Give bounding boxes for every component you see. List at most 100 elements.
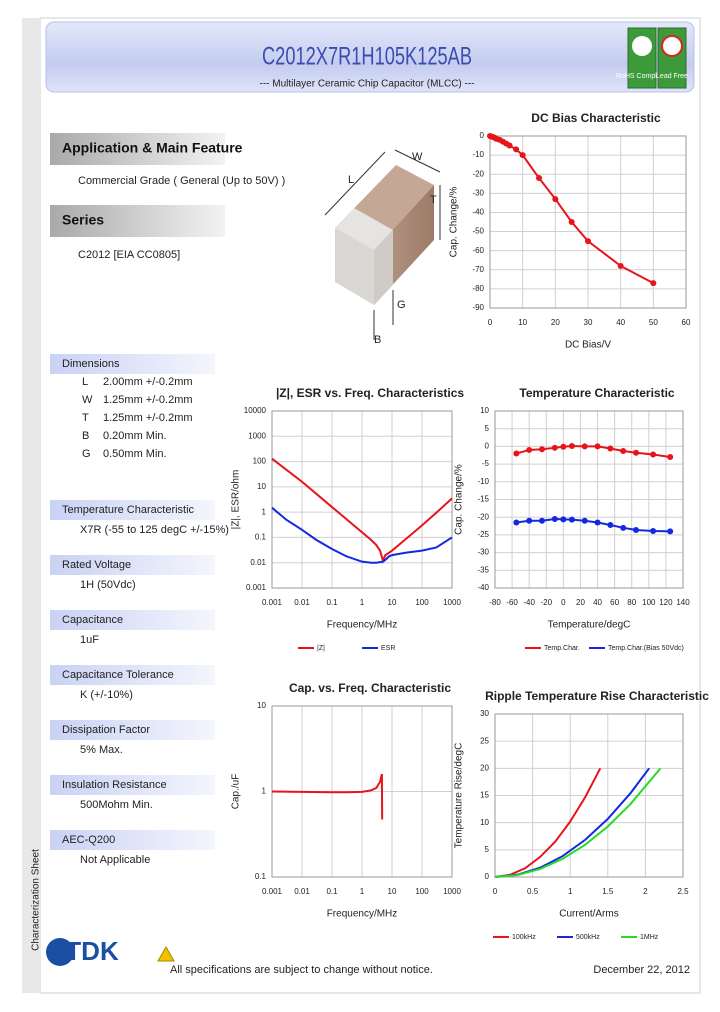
section-text: Commercial Grade ( General (Up to 50V) ) <box>78 175 285 187</box>
y-tick-label: 0 <box>480 131 485 140</box>
spec-title: Temperature Characteristic <box>62 504 195 516</box>
marker <box>539 446 545 453</box>
x-tick-label: 100 <box>415 887 429 896</box>
x-tick-label: 40 <box>593 598 602 607</box>
section-text: C2012 [EIA CC0805] <box>78 249 180 261</box>
y-tick-label: -60 <box>472 246 484 255</box>
y-tick-label: -15 <box>477 495 489 504</box>
leadfree-icon <box>661 35 683 57</box>
marker <box>620 448 627 455</box>
spec-header <box>50 775 215 795</box>
dimension-rows: L 2.00mm +/-0.2mm W 1.25mm +/-0.2mm T 1.25mm … <box>82 376 193 460</box>
y-tick-label: 20 <box>480 763 489 772</box>
rohs-text: RoHS Compliant <box>616 73 668 80</box>
dim-key: B <box>82 430 89 442</box>
series-line <box>271 773 384 820</box>
y-tick-label: -20 <box>472 169 484 178</box>
legend-label: ESR <box>381 645 395 652</box>
x-axis-label: DC Bias/V <box>565 340 611 351</box>
legend-label: Temp.Char.(Bias 50Vdc) <box>608 645 684 652</box>
marker <box>552 196 559 203</box>
y-tick-label: -35 <box>477 565 489 574</box>
spec-title: Capacitance Tolerance <box>62 669 174 681</box>
legend-label: 500kHz <box>576 934 600 941</box>
dim-label: W <box>412 151 423 163</box>
date: December 22, 2012 <box>593 964 690 976</box>
x-tick-label: -40 <box>523 598 535 607</box>
y-tick-label: -80 <box>472 284 484 293</box>
dim-line <box>394 149 441 173</box>
x-tick-label: 1000 <box>443 887 461 896</box>
x-tick-label: 1 <box>360 598 365 607</box>
plot-border <box>494 410 684 589</box>
x-tick-label: 20 <box>576 598 585 607</box>
spec-header <box>50 720 215 740</box>
spec-header <box>50 665 215 685</box>
y-tick-label: 15 <box>480 791 489 800</box>
x-tick-label: 0.01 <box>294 887 310 896</box>
y-tick-label: -20 <box>477 512 489 521</box>
logo-mark <box>46 938 74 966</box>
x-tick-label: 10 <box>518 318 527 327</box>
dim-label: T <box>430 194 437 206</box>
section-header <box>50 133 225 165</box>
y-axis-label: Cap. Change/% <box>449 187 460 258</box>
spec-list: Temperature Characteristic X7R (-55 to 12… <box>50 500 229 866</box>
dim-label: L <box>348 174 354 186</box>
x-tick-label: 0.1 <box>326 598 338 607</box>
x-tick-label: 10 <box>388 598 397 607</box>
logo: TDK <box>46 936 119 966</box>
cap-end <box>335 228 374 305</box>
y-tick-label: 30 <box>480 709 489 718</box>
y-tick-label: -90 <box>472 303 484 312</box>
chart-title: Ripple Temperature Rise Characteristic <box>485 689 709 703</box>
plot-border <box>489 135 687 309</box>
x-tick-label: 100 <box>415 598 429 607</box>
spec-header <box>50 610 215 630</box>
y-tick-label: 10 <box>257 701 266 710</box>
series-line <box>494 767 602 878</box>
marker <box>607 445 614 452</box>
x-tick-label: 1.5 <box>602 887 614 896</box>
marker <box>585 238 591 245</box>
y-axis-label: Cap./uF <box>231 774 242 810</box>
section-title: Application & Main Feature <box>62 140 243 156</box>
x-tick-label: 0.01 <box>294 598 310 607</box>
dim-label: G <box>397 299 406 311</box>
x-tick-label: 30 <box>584 318 593 327</box>
y-tick-label: -30 <box>472 188 484 197</box>
y-tick-label: 0.1 <box>255 533 267 542</box>
marker <box>536 175 542 182</box>
dim-label: B <box>374 334 381 346</box>
side-strip <box>22 18 40 993</box>
y-tick-label: -70 <box>472 265 484 274</box>
y-tick-label: 25 <box>480 736 489 745</box>
y-tick-label: 0.001 <box>246 583 267 592</box>
spec-text: 1H (50Vdc) <box>80 579 136 591</box>
legend-label: Temp.Char. <box>544 645 580 652</box>
y-tick-label: -10 <box>477 477 489 486</box>
dim-line <box>324 151 386 216</box>
x-tick-label: -80 <box>489 598 501 607</box>
spec-header <box>50 500 215 520</box>
marker <box>667 528 674 535</box>
marker <box>568 516 575 523</box>
marker <box>650 280 657 287</box>
spec-title: Capacitance <box>62 614 123 626</box>
plot-border <box>494 713 684 878</box>
x-tick-label: -60 <box>506 598 518 607</box>
x-tick-label: 60 <box>610 598 619 607</box>
chart-title: |Z|, ESR vs. Freq. Characteristics <box>276 386 464 400</box>
y-tick-label: 100 <box>253 457 267 466</box>
marker <box>513 450 520 457</box>
spec-text: 1uF <box>80 634 99 646</box>
x-tick-label: 1 <box>360 887 365 896</box>
y-tick-label: 0.1 <box>255 872 267 881</box>
marker <box>539 517 545 524</box>
y-tick-label: -10 <box>472 150 484 159</box>
marker <box>560 443 567 450</box>
marker <box>633 526 639 533</box>
y-axis-label: Cap. Change/% <box>454 464 465 535</box>
cap-term-top <box>335 208 393 250</box>
x-tick-label: 0 <box>488 318 493 327</box>
